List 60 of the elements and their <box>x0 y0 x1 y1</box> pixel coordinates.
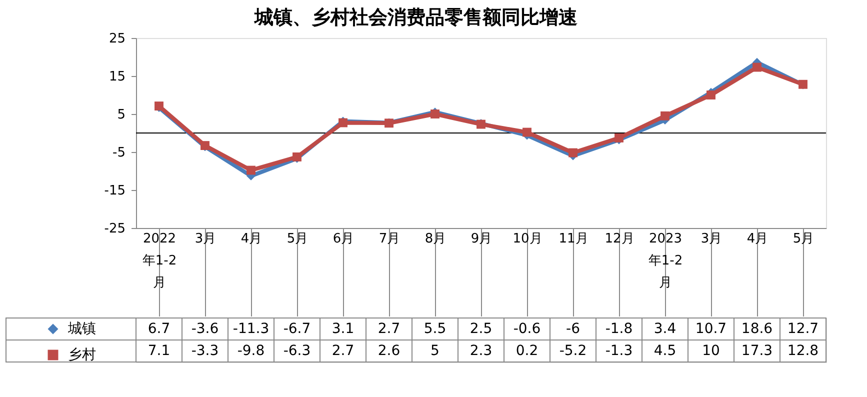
y-tick-label: 5 <box>117 108 126 122</box>
legend-label: 乡村 <box>68 347 96 363</box>
y-tick-label: 25 <box>108 32 126 46</box>
data-label: -3.6 <box>191 321 219 337</box>
y-tick-label: 15 <box>108 70 126 84</box>
data-label: -0.6 <box>513 321 541 337</box>
data-label: -5.2 <box>559 343 587 359</box>
data-label: 2.7 <box>378 321 400 337</box>
data-label: 5 <box>430 343 440 359</box>
data-label: 12.8 <box>787 343 819 359</box>
point <box>246 166 256 175</box>
y-tick-label: -5 <box>112 146 126 160</box>
data-label: -1.3 <box>605 343 633 359</box>
x-tick-label: 9月 <box>470 232 492 246</box>
data-label: 3.4 <box>654 321 676 337</box>
point <box>752 62 762 72</box>
x-tick-label: 3月 <box>700 232 722 246</box>
data-label: 10 <box>702 343 720 359</box>
data-label: 3.1 <box>332 321 354 337</box>
data-label: -6.7 <box>283 321 311 337</box>
data-label: 17.3 <box>741 343 773 359</box>
x-tick-label: 6月 <box>332 232 354 246</box>
data-label: 6.7 <box>148 321 170 337</box>
data-label: -9.8 <box>237 343 265 359</box>
x-tick-label: 8月 <box>424 232 446 246</box>
data-label: -3.3 <box>191 343 219 359</box>
data-label: -6.3 <box>283 343 311 359</box>
data-label: 2.3 <box>470 343 492 359</box>
x-tick-label: 3月 <box>194 232 216 246</box>
data-label: 5.5 <box>424 321 446 337</box>
y-tick-label: -15 <box>104 184 126 198</box>
data-label: 10.7 <box>695 321 727 337</box>
point <box>522 128 532 137</box>
x-tick-label: 4月 <box>240 232 262 246</box>
point <box>706 90 716 100</box>
x-tick-label: 7月 <box>378 232 400 246</box>
data-label: 4.5 <box>654 343 676 359</box>
data-label: 2.5 <box>470 321 492 337</box>
data-label: 2.7 <box>332 343 354 359</box>
data-label: 0.2 <box>516 343 538 359</box>
point <box>568 148 578 158</box>
x-tick-label: 5月 <box>792 232 814 246</box>
legend-label: 城镇 <box>67 321 96 337</box>
data-label: 12.7 <box>787 321 819 337</box>
data-label: 7.1 <box>148 343 170 359</box>
x-tick-label: 5月 <box>286 232 308 246</box>
x-tick-label: 2023年1-2月 <box>648 232 683 290</box>
x-tick-label: 12月 <box>604 232 634 246</box>
y-tick-label: -25 <box>104 222 126 236</box>
x-tick-label: 4月 <box>746 232 768 246</box>
chart-title: 城镇、乡村社会消费品零售额同比增速 <box>254 6 578 28</box>
data-label: -6 <box>566 321 580 337</box>
x-tick-label: 11月 <box>558 232 588 246</box>
data-label: 18.6 <box>741 321 773 337</box>
x-tick-label: 2022年1-2月 <box>142 232 177 290</box>
x-tick-label: 10月 <box>512 232 542 246</box>
data-label: 2.6 <box>378 343 400 359</box>
data-label: -11.3 <box>232 321 270 337</box>
point <box>660 111 670 120</box>
data-label: -1.8 <box>605 321 633 337</box>
